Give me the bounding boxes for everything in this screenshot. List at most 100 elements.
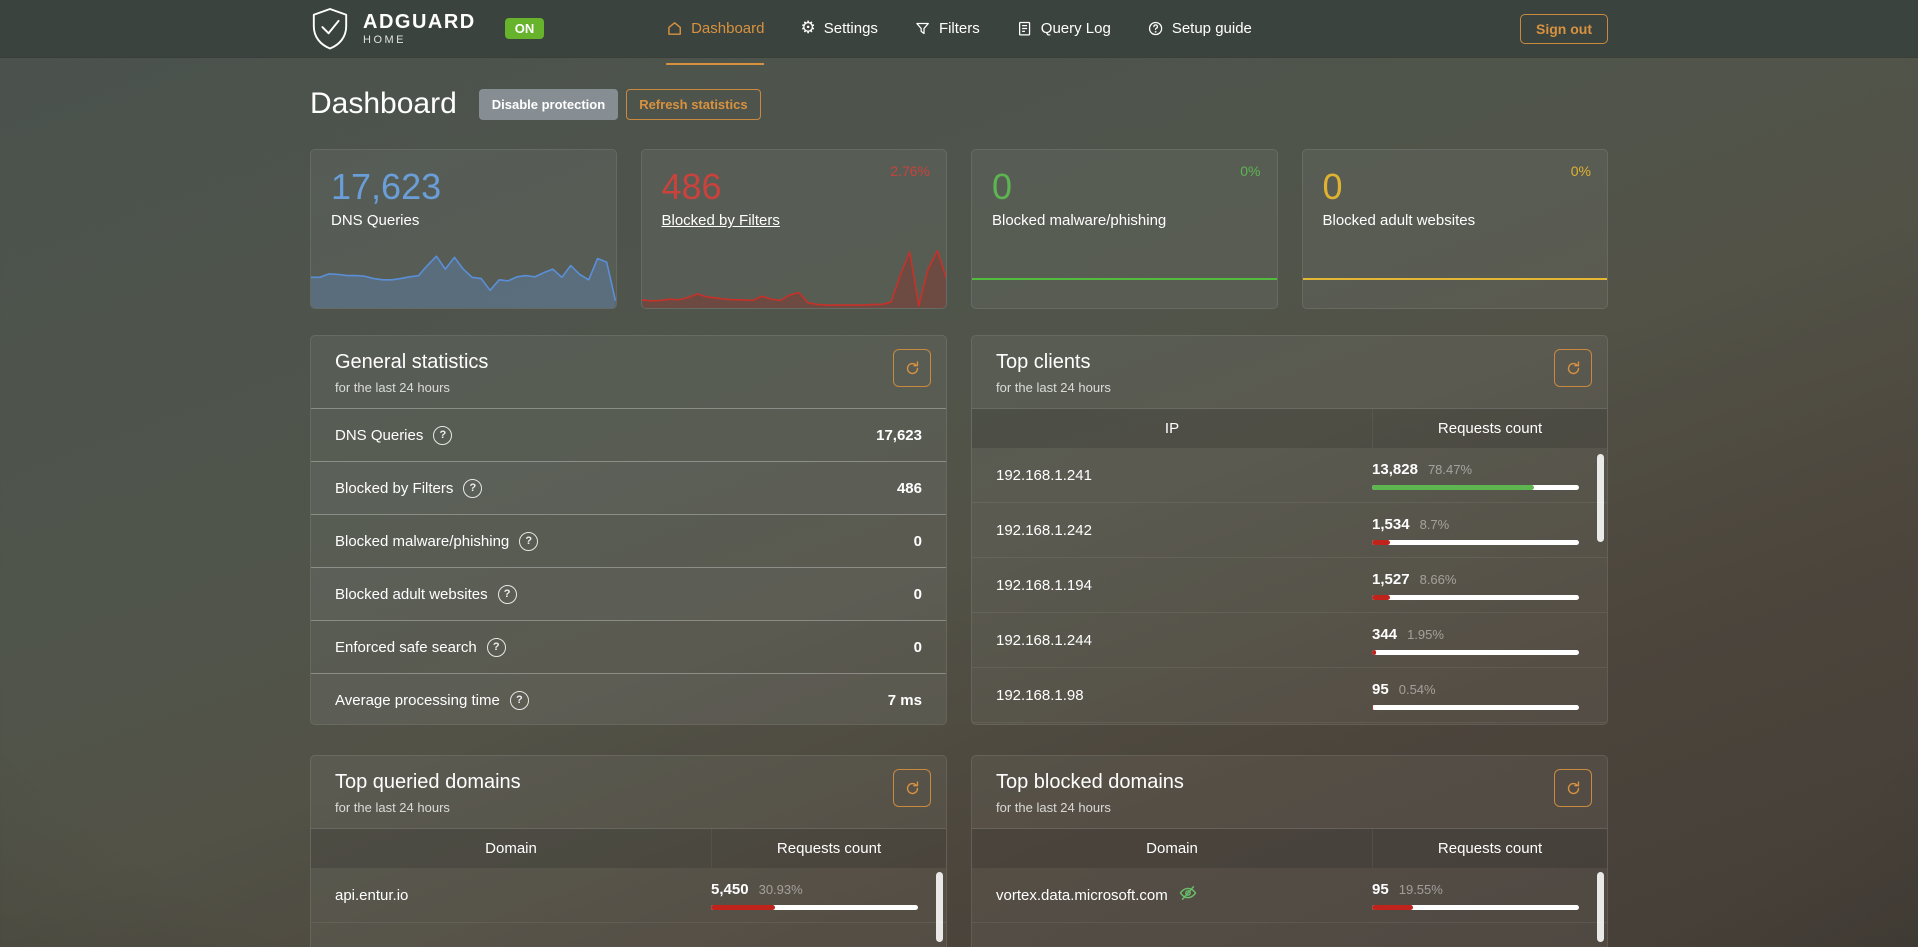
- row-count: 1,527: [1372, 570, 1410, 588]
- nav-item-query-log[interactable]: Query Log: [1016, 0, 1111, 57]
- help-icon: ?: [433, 425, 453, 445]
- card-value: 0: [1322, 166, 1343, 207]
- progress-bar: [1372, 539, 1579, 545]
- page-title: Dashboard: [310, 87, 457, 120]
- stat-value: 17,623: [876, 426, 922, 444]
- help-icon: ?: [486, 637, 506, 657]
- adguard-logo[interactable]: ADGUARD HOME ON: [310, 7, 545, 51]
- general-statistics-rows: DNS Queries? 17,623 Blocked by Filters? 486…: [311, 408, 946, 724]
- stat-card-blocked-by-filters: 486 Blocked by Filters 2.76%: [640, 149, 947, 309]
- refresh-panel-button[interactable]: [893, 769, 931, 807]
- card-sparkline-chart: [642, 246, 947, 308]
- refresh-panel-button[interactable]: [893, 349, 931, 387]
- row-percent: 8.7%: [1419, 516, 1450, 532]
- top-blocked-domains-panel: Top blocked domains for the last 24 hour…: [971, 755, 1608, 947]
- sign-out-button[interactable]: Sign out: [1520, 13, 1608, 44]
- scrollbar-thumb[interactable]: [936, 872, 943, 942]
- stat-card-blocked-adult-websites: 0 Blocked adult websites 0%: [1301, 149, 1608, 309]
- row-name: vortex.data.microsoft.com: [972, 883, 1372, 907]
- panel-title: Top blocked domains: [996, 771, 1184, 793]
- column-header: IP: [1164, 420, 1180, 437]
- top-clients-rows: 192.168.1.241 13,828 78.47% 192.168.1.242 1,…: [972, 448, 1607, 723]
- stat-card-blocked-malware-phishing: 0 Blocked malware/phishing 0%: [971, 149, 1278, 309]
- card-sparkline-chart: [311, 246, 616, 308]
- stat-value: 0: [913, 638, 922, 656]
- nav-item-settings[interactable]: ⚙ Settings: [800, 0, 877, 57]
- card-percent-badge: 0%: [1240, 163, 1261, 179]
- progress-bar: [1372, 484, 1579, 490]
- scrollbar-thumb[interactable]: [1597, 454, 1604, 542]
- stat-row-enforced-safe-search: Enforced safe search? 0: [311, 620, 946, 673]
- row-percent: 78.47%: [1427, 461, 1473, 477]
- row-count: 13,828: [1372, 460, 1418, 478]
- stat-row-blocked-by-filters: Blocked by Filters? 486: [311, 461, 946, 514]
- refresh-panel-button[interactable]: [1554, 349, 1592, 387]
- column-header: Requests count: [1372, 409, 1607, 448]
- table-row: 192.168.1.98 95 0.54%: [972, 668, 1607, 723]
- stat-value: 0: [913, 585, 922, 603]
- nav-item-label: Dashboard: [691, 20, 765, 37]
- card-label: Blocked malware/phishing: [992, 212, 1167, 230]
- column-header: Domain: [485, 840, 537, 857]
- card-label: DNS Queries: [331, 212, 420, 230]
- nav-item-filters[interactable]: Filters: [914, 0, 980, 57]
- table-header: IP Requests count: [972, 408, 1607, 448]
- stat-card-dns-queries: 17,623 DNS Queries: [310, 149, 617, 309]
- row-name: api.entur.io: [335, 886, 409, 904]
- panel-title: Top clients: [996, 351, 1091, 373]
- progress-bar: [1372, 704, 1579, 710]
- stat-label: Average processing time: [335, 691, 500, 709]
- panel-subtitle: for the last 24 hours: [335, 800, 450, 815]
- help-icon: ?: [497, 584, 517, 604]
- card-value: 17,623: [331, 166, 442, 207]
- row-name: 192.168.1.242: [996, 521, 1092, 539]
- top-navbar: ADGUARD HOME ON Dashboard ⚙ Settings Filter…: [0, 0, 1918, 65]
- nav-item-label: Settings: [823, 20, 878, 37]
- brand-name: ADGUARD: [363, 10, 476, 33]
- panel-subtitle: for the last 24 hours: [996, 800, 1111, 815]
- home-icon: [666, 20, 683, 37]
- help-icon: ?: [509, 690, 529, 710]
- row-percent: 19.55%: [1398, 881, 1443, 897]
- row-percent: 1.95%: [1407, 626, 1444, 642]
- nav-item-dashboard[interactable]: Dashboard: [666, 0, 765, 65]
- stat-row-blocked-adult-websites: Blocked adult websites? 0: [311, 567, 946, 620]
- eye-slash-icon: [1178, 883, 1198, 907]
- row-count: 95: [1372, 880, 1389, 898]
- nav-links: Dashboard ⚙ Settings Filters Query Log Setup …: [666, 0, 1252, 65]
- top-clients-panel: Top clients for the last 24 hours IP Req…: [971, 335, 1608, 725]
- table-row: vortex.data.microsoft.com 95 19.55%: [972, 868, 1607, 923]
- progress-bar: [1372, 594, 1579, 600]
- stat-value: 0: [913, 532, 922, 550]
- card-label[interactable]: Blocked by Filters: [661, 212, 780, 230]
- row-percent: 8.66%: [1419, 571, 1457, 587]
- table-row: 192.168.1.194 1,527 8.66%: [972, 558, 1607, 613]
- stat-row-blocked-malware-phishing: Blocked malware/phishing? 0: [311, 514, 946, 567]
- panel-title: Top queried domains: [335, 771, 521, 793]
- nav-item-label: Query Log: [1040, 20, 1111, 37]
- disable-protection-button[interactable]: Disable protection: [478, 88, 619, 120]
- nav-item-label: Filters: [938, 20, 980, 37]
- refresh-statistics-button[interactable]: Refresh statistics: [626, 88, 761, 120]
- refresh-panel-button[interactable]: [1554, 769, 1592, 807]
- column-header: Requests count: [711, 829, 946, 868]
- progress-bar: [1372, 649, 1579, 655]
- gear-icon: ⚙: [800, 18, 816, 38]
- stat-label: Enforced safe search: [335, 638, 477, 656]
- table-header: Domain Requests count: [972, 828, 1607, 868]
- scrollbar-thumb[interactable]: [1597, 872, 1604, 942]
- row-name: 192.168.1.244: [996, 631, 1092, 649]
- row-name: 192.168.1.98: [996, 686, 1084, 704]
- nav-item-setup-guide[interactable]: Setup guide: [1147, 0, 1252, 57]
- help-icon: ?: [463, 478, 483, 498]
- general-statistics-panel: General statistics for the last 24 hours…: [310, 335, 947, 725]
- stat-row-average-processing-time: Average processing time? 7 ms: [311, 673, 946, 724]
- stat-label: Blocked by Filters: [335, 479, 454, 497]
- table-header: Domain Requests count: [311, 828, 946, 868]
- table-row: 192.168.1.241 13,828 78.47%: [972, 448, 1607, 503]
- stat-label: Blocked malware/phishing: [335, 532, 510, 550]
- column-header: Requests count: [1372, 829, 1607, 868]
- card-value: 486: [661, 166, 722, 207]
- panel-title: General statistics: [335, 351, 489, 373]
- table-row: api.entur.io 5,450 30.93%: [311, 868, 946, 923]
